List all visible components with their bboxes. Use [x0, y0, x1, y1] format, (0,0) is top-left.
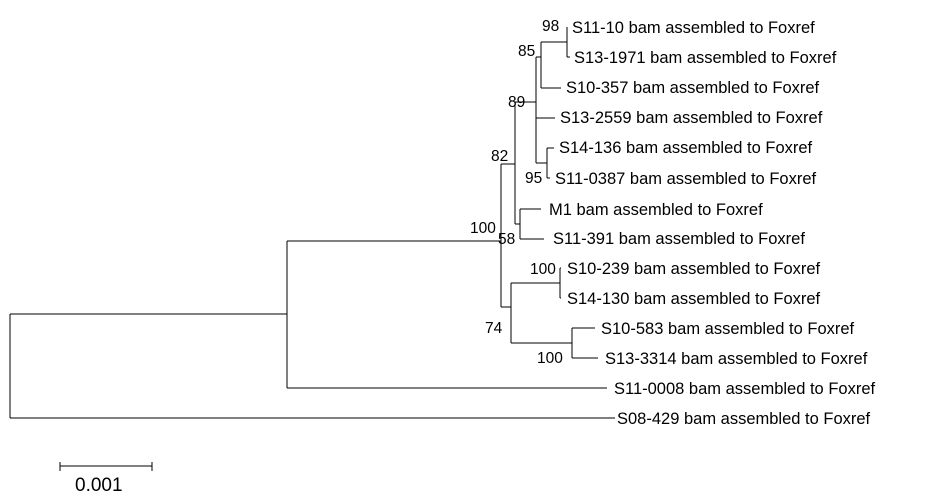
leaf-label: S13-2559 bam assembled to Foxref — [560, 109, 823, 127]
bootstrap-label: 58 — [498, 231, 515, 248]
bootstrap-values: 98 85 89 82 95 100 58 100 74 100 — [470, 18, 563, 367]
leaf-label: S11-0387 bam assembled to Foxref — [555, 170, 816, 188]
scale-bar: 0.001 — [59, 462, 153, 496]
leaf-label: S13-1971 bam assembled to Foxref — [574, 49, 837, 67]
leaf-label: S14-130 bam assembled to Foxref — [567, 290, 821, 308]
bootstrap-label: 100 — [537, 350, 563, 367]
leaf-label: S11-391 bam assembled to Foxref — [553, 230, 805, 248]
tree-branches — [9, 27, 615, 419]
scale-bar-label: 0.001 — [75, 475, 123, 496]
bootstrap-label: 74 — [485, 320, 503, 337]
bootstrap-label: 98 — [542, 18, 559, 35]
bootstrap-label: 100 — [530, 261, 556, 278]
bootstrap-label: 100 — [470, 220, 496, 237]
leaf-label: S11-10 bam assembled to Foxref — [572, 19, 815, 37]
leaf-label: S13-3314 bam assembled to Foxref — [605, 350, 868, 368]
leaf-label: S08-429 bam assembled to Foxref — [617, 410, 871, 428]
leaf-label: M1 bam assembled to Foxref — [549, 201, 763, 219]
bootstrap-label: 89 — [508, 94, 525, 111]
leaf-label: S10-239 bam assembled to Foxref — [567, 260, 821, 278]
leaf-label: S10-583 bam assembled to Foxref — [601, 320, 855, 338]
leaf-label: S11-0008 bam assembled to Foxref — [614, 380, 875, 398]
bootstrap-label: 95 — [525, 170, 542, 187]
leaf-label: S10-357 bam assembled to Foxref — [566, 79, 820, 97]
bootstrap-label: 82 — [491, 148, 508, 165]
leaf-labels: S11-10 bam assembled to Foxref S13-1971 … — [549, 19, 875, 428]
leaf-label: S14-136 bam assembled to Foxref — [559, 139, 813, 157]
bootstrap-label: 85 — [518, 43, 535, 60]
